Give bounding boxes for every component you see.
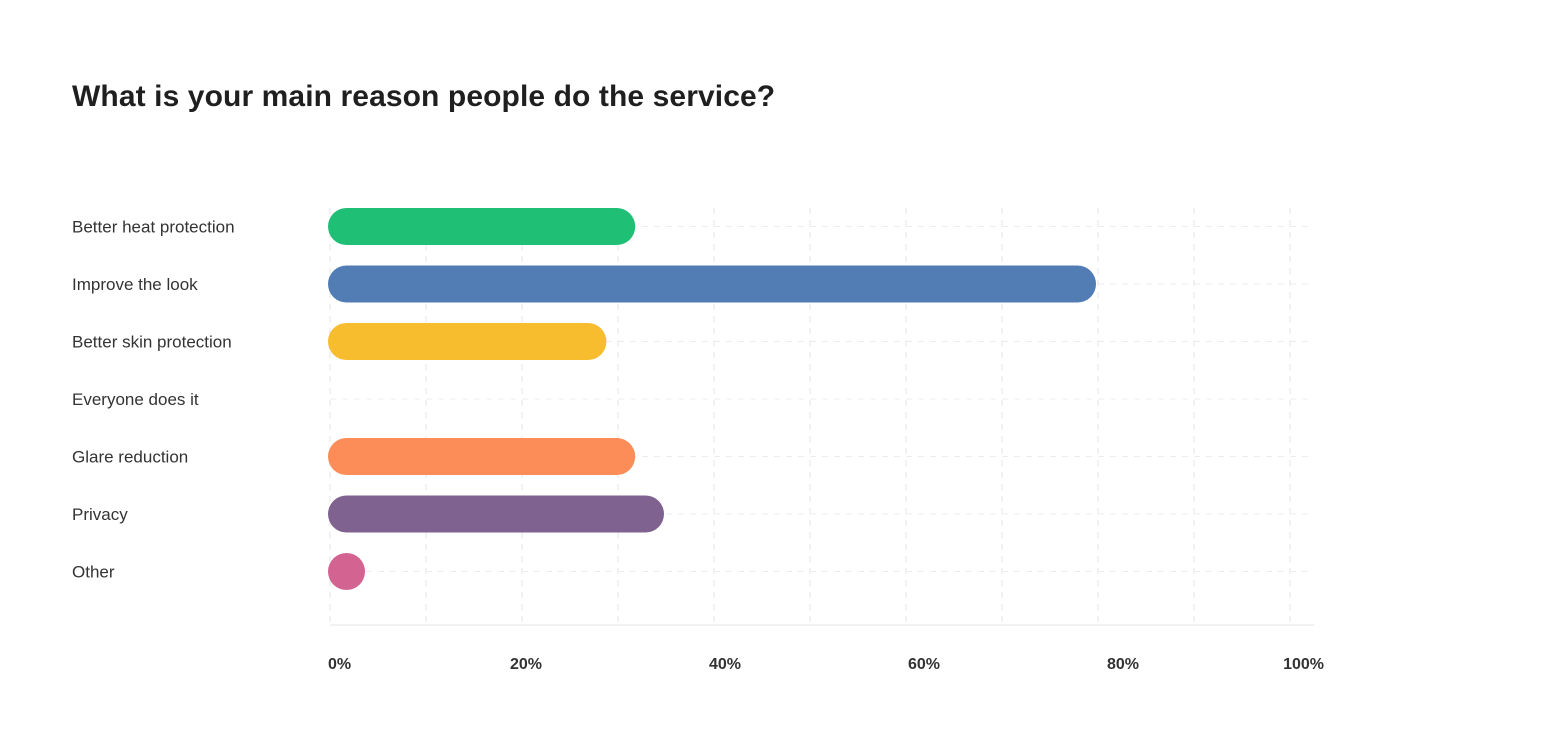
bar bbox=[328, 323, 607, 360]
x-tick-label: 40% bbox=[709, 656, 741, 673]
category-label: Privacy bbox=[72, 505, 128, 524]
bars bbox=[328, 208, 1096, 590]
bar bbox=[328, 208, 636, 245]
bar bbox=[328, 438, 636, 475]
category-label: Other bbox=[72, 563, 115, 582]
category-label: Everyone does it bbox=[72, 390, 199, 409]
x-tick-label: 20% bbox=[510, 656, 542, 673]
category-label: Glare reduction bbox=[72, 448, 188, 467]
x-tick-label: 0% bbox=[328, 656, 351, 673]
category-label: Improve the look bbox=[72, 275, 198, 294]
bar bbox=[328, 553, 365, 590]
chart-title: What is your main reason people do the s… bbox=[72, 80, 776, 113]
x-tick-label: 80% bbox=[1107, 656, 1139, 673]
grid bbox=[329, 208, 1314, 626]
category-label: Better heat protection bbox=[72, 218, 235, 237]
bar bbox=[328, 495, 664, 533]
bar bbox=[328, 265, 1096, 303]
x-tick-label: 100% bbox=[1283, 656, 1324, 673]
x-axis-tick-labels: 0% 20% 40% 60% 80% 100% bbox=[328, 656, 1324, 673]
x-tick-label: 60% bbox=[908, 656, 940, 673]
category-labels: Better heat protection Improve the look Be… bbox=[72, 218, 235, 582]
category-label: Better skin protection bbox=[72, 333, 232, 352]
